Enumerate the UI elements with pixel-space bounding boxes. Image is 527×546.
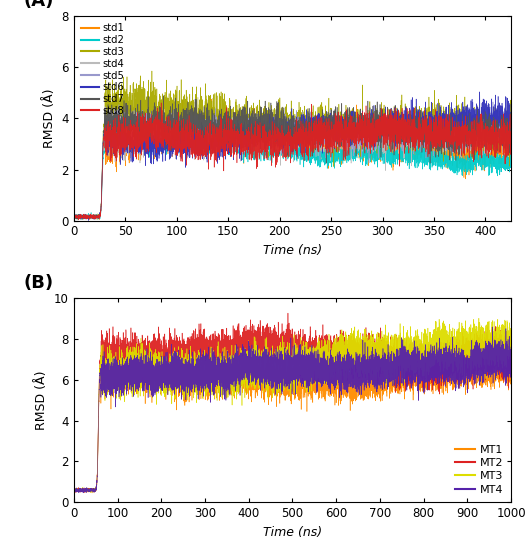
Legend: std1, std2, std3, std4, std5, std6, std7, std8: std1, std2, std3, std4, std5, std6, std7… [78, 20, 128, 119]
X-axis label: Time (ns): Time (ns) [263, 244, 322, 257]
Text: (B): (B) [24, 274, 54, 292]
X-axis label: Time (ns): Time (ns) [263, 526, 322, 539]
Legend: MT1, MT2, MT3, MT4: MT1, MT2, MT3, MT4 [452, 441, 507, 498]
Y-axis label: RMSD (Å): RMSD (Å) [43, 88, 56, 148]
Text: (A): (A) [24, 0, 54, 10]
Y-axis label: RMSD (Å): RMSD (Å) [35, 371, 48, 430]
